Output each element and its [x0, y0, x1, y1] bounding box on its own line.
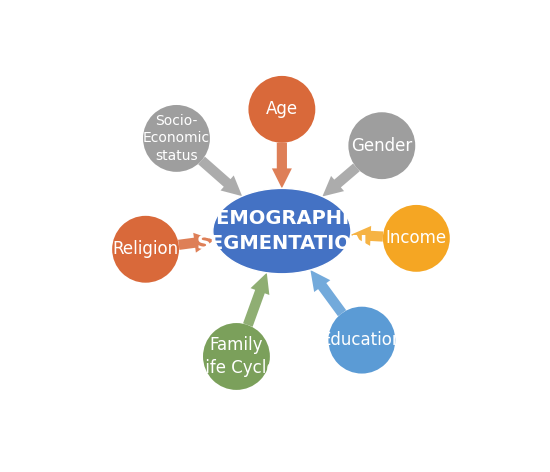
Circle shape — [383, 205, 450, 272]
Polygon shape — [322, 163, 360, 196]
Polygon shape — [198, 157, 242, 196]
Circle shape — [143, 105, 210, 172]
Circle shape — [348, 112, 415, 179]
Text: DEMOGRAPHIC
SEGMENTATION: DEMOGRAPHIC SEGMENTATION — [196, 209, 367, 253]
Text: Gender: Gender — [351, 137, 412, 155]
Circle shape — [328, 307, 395, 373]
Text: Education: Education — [321, 331, 403, 349]
Text: Age: Age — [266, 101, 298, 118]
Text: Family
Life Cycle: Family Life Cycle — [196, 337, 277, 377]
Polygon shape — [351, 226, 383, 246]
Circle shape — [203, 323, 270, 390]
Text: Religion: Religion — [113, 240, 179, 258]
Polygon shape — [310, 270, 346, 316]
Text: Socio-
Economic
status: Socio- Economic status — [143, 114, 210, 163]
Polygon shape — [178, 233, 215, 253]
Polygon shape — [243, 273, 270, 327]
Circle shape — [249, 76, 315, 143]
Circle shape — [112, 216, 179, 283]
Text: Income: Income — [386, 229, 447, 247]
Ellipse shape — [213, 188, 351, 274]
Polygon shape — [272, 143, 292, 188]
